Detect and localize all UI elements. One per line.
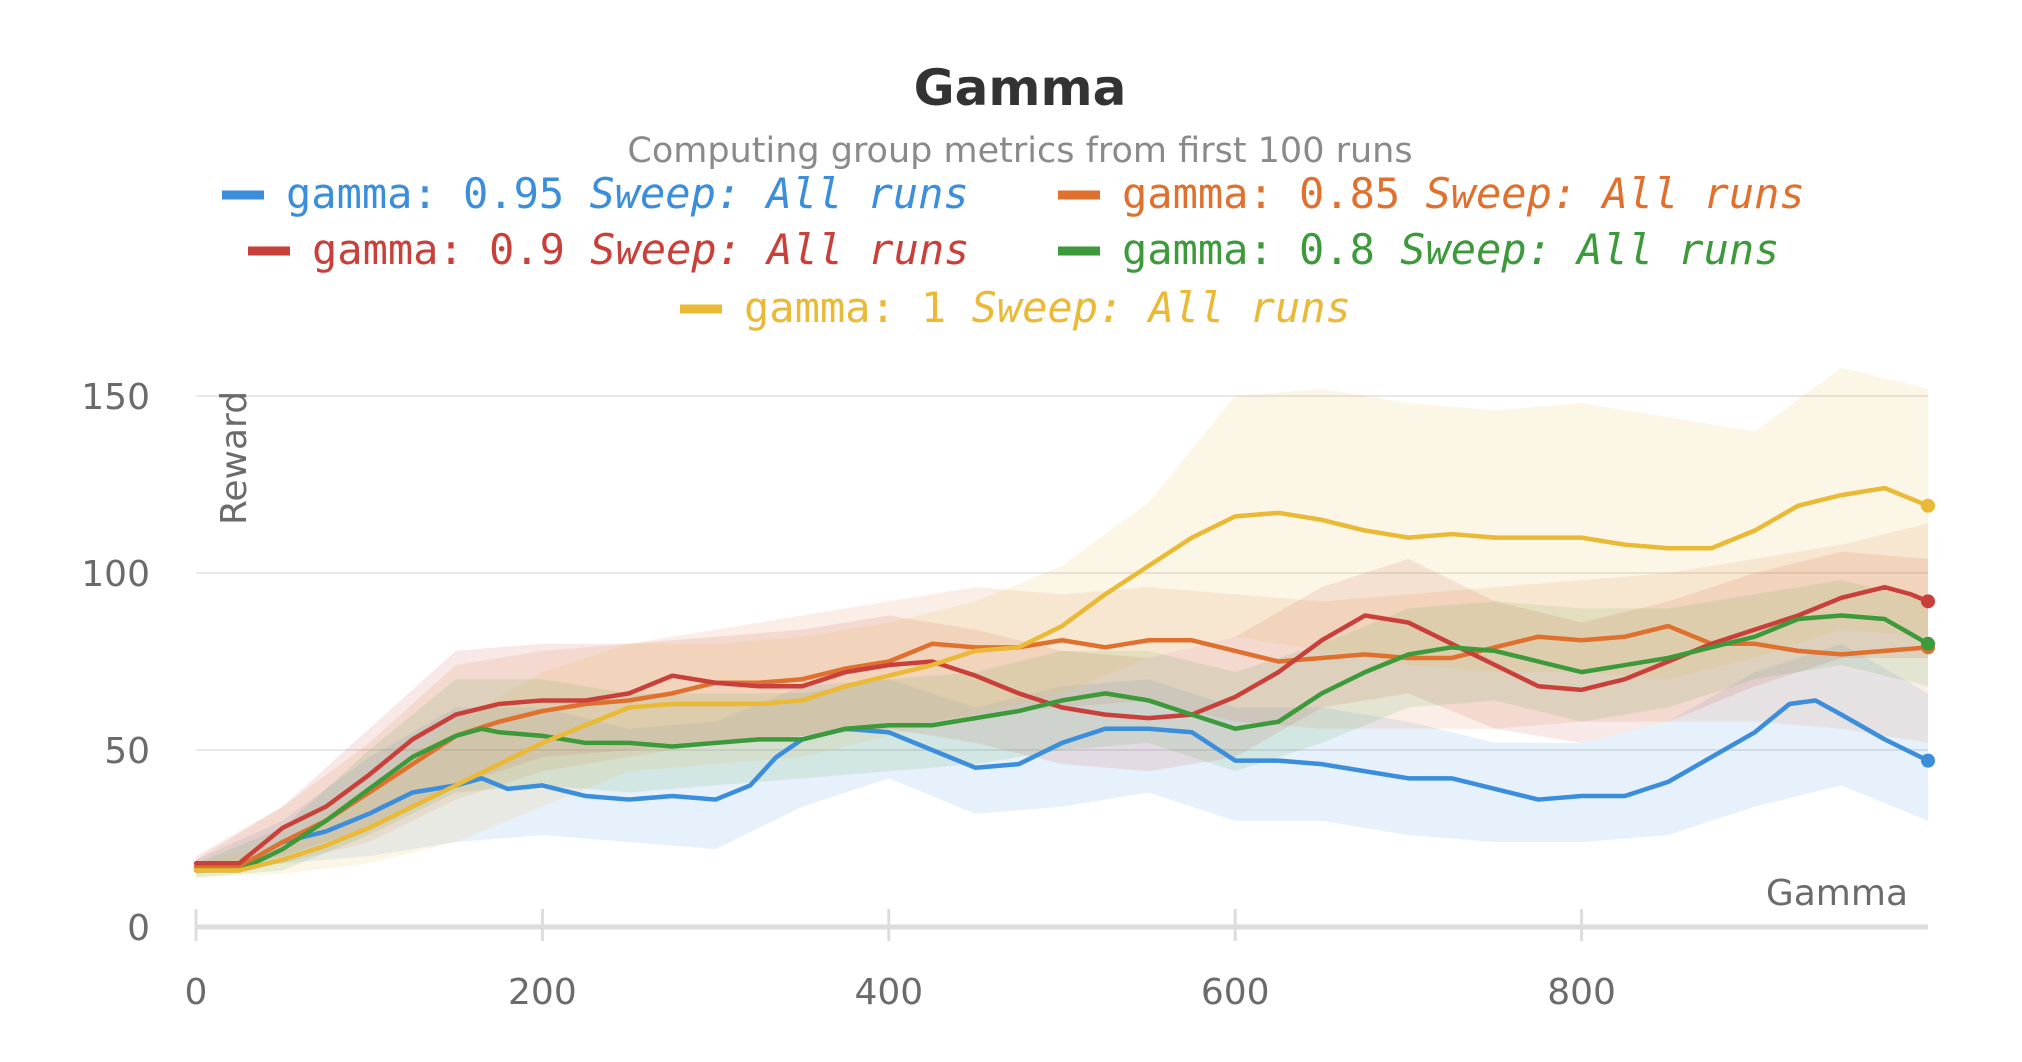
- x-tick-label: 0: [185, 972, 208, 1013]
- series-line: [193, 698, 1931, 870]
- legend-series-name: gamma: 0.95: [286, 169, 589, 218]
- legend-entry: gamma: 0.85 Sweep: All runs: [1122, 169, 1805, 218]
- chart-subtitle: Computing group metrics from first 100 r…: [627, 131, 1412, 171]
- legend-series-name: gamma: 1: [744, 283, 972, 332]
- y-tick-label: 150: [81, 377, 150, 418]
- series-end-point: [1921, 498, 1935, 513]
- legend-series-group: Sweep: All runs: [590, 225, 969, 274]
- band-gamma-0-9: [196, 551, 1928, 871]
- series-end-point: [1921, 636, 1935, 651]
- series-line: [193, 613, 1931, 873]
- legend: gamma: 0.95 Sweep: All runs gamma: 0.85 S…: [222, 169, 1805, 332]
- legend-series-group: Sweep: All runs: [589, 169, 968, 218]
- legend-series-group: Sweep: All runs: [972, 283, 1351, 332]
- legend-series-name: gamma: 0.9: [312, 225, 590, 274]
- x-tick-label: 600: [1201, 972, 1270, 1013]
- legend-series-name: gamma: 0.8: [1122, 225, 1400, 274]
- band-gamma-1: [196, 367, 1928, 878]
- series-lines: [193, 485, 1935, 873]
- axes: 0 50 100 150 0 200 400 600 800: [81, 377, 1928, 1013]
- y-tick-label: 100: [81, 554, 150, 595]
- series-line: [193, 485, 1931, 873]
- legend-entry: gamma: 0.9 Sweep: All runs: [312, 225, 969, 274]
- series-end-point: [1921, 594, 1935, 609]
- y-tick-label: 50: [104, 731, 150, 772]
- legend-series-group: Sweep: All runs: [1425, 169, 1804, 218]
- legend-entry: gamma: 1 Sweep: All runs: [744, 283, 1351, 332]
- x-tick-label: 200: [508, 972, 577, 1013]
- legend-series-group: Sweep: All runs: [1400, 225, 1779, 274]
- band-gamma-0-95: [196, 643, 1928, 874]
- grid: [196, 395, 1928, 751]
- band-gamma-0-8: [196, 580, 1928, 878]
- y-axis-title: Reward: [214, 391, 255, 525]
- chart-title: Gamma: [914, 59, 1127, 117]
- legend-entry: gamma: 0.95 Sweep: All runs: [286, 169, 969, 218]
- x-tick-label: 800: [1547, 972, 1616, 1013]
- legend-series-name: gamma: 0.85: [1122, 169, 1425, 218]
- series-line: [193, 584, 1931, 866]
- x-tick-label: 400: [854, 972, 923, 1013]
- series-end-point: [1921, 753, 1935, 768]
- legend-entry: gamma: 0.8 Sweep: All runs: [1122, 225, 1779, 274]
- y-tick-label: 0: [127, 908, 150, 949]
- series-line: [193, 623, 1931, 870]
- confidence-bands: [196, 367, 1928, 878]
- x-axis-title: Gamma: [1766, 873, 1908, 914]
